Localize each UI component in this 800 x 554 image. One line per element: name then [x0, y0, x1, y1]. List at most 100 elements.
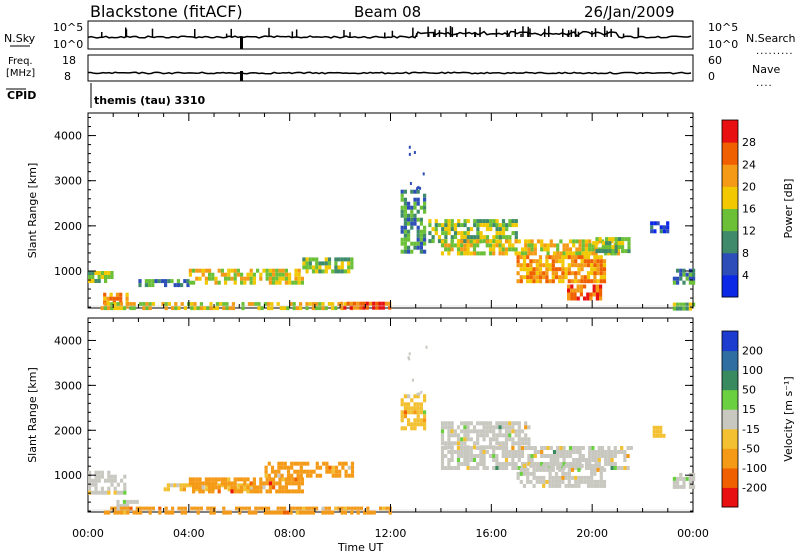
data-cell: [311, 510, 315, 515]
data-cell: [460, 462, 464, 466]
data-cell: [659, 425, 663, 430]
data-cell: [192, 485, 196, 490]
data-cell: [284, 276, 288, 281]
data-cell: [311, 265, 316, 270]
data-cell: [407, 217, 411, 222]
data-cell: [511, 466, 515, 470]
data-cell: [551, 263, 555, 268]
data-cell: [201, 485, 205, 490]
data-cell: [407, 237, 411, 242]
data-cell: [621, 241, 625, 246]
data-cell: [516, 263, 520, 268]
data-cell: [132, 510, 136, 515]
data-cell: [113, 478, 117, 483]
data-cell: [613, 462, 617, 466]
data-cell: [416, 241, 420, 246]
data-cell: [602, 479, 607, 484]
data-cell: [236, 489, 240, 494]
data-cell: [403, 237, 407, 242]
data-cell: [167, 279, 171, 284]
data-cell: [201, 489, 205, 494]
data-cell: [308, 261, 312, 266]
data-cell: [447, 243, 451, 248]
data-cell: [297, 268, 301, 273]
data-cell: [558, 479, 562, 484]
data-cell: [275, 276, 279, 281]
data-cell: [501, 441, 505, 446]
data-cell: [359, 305, 363, 310]
data-cell: [277, 469, 281, 474]
data-cell: [514, 223, 518, 228]
data-cell: [580, 263, 584, 268]
data-cell: [469, 466, 473, 470]
data-cell: [407, 410, 411, 415]
data-cell: [613, 251, 617, 256]
data-cell: [277, 473, 281, 478]
data-cell: [350, 465, 355, 470]
colorbar-swatch: [722, 208, 738, 232]
data-cell: [495, 223, 499, 228]
x-axis-ticks: 00:00 04:00 08:00 12:00 16:00 20:00 00:00: [72, 527, 709, 540]
data-cell: [548, 267, 552, 272]
data-cell: [514, 251, 518, 256]
data-cell: [511, 450, 515, 454]
data-cell: [297, 272, 301, 277]
data-cell: [447, 219, 451, 224]
data-cell: [485, 466, 489, 470]
data-cell: [653, 229, 657, 234]
freq-left-tick-bottom: 8: [64, 70, 71, 83]
data-cell: [176, 279, 180, 284]
data-cell: [568, 454, 573, 458]
data-cell: [337, 506, 341, 511]
data-cell: [265, 272, 269, 277]
data-cell: [453, 429, 457, 434]
data-cell: [514, 462, 518, 466]
data-cell: [416, 189, 420, 194]
data-cell: [217, 280, 221, 285]
data-cell: [299, 510, 303, 515]
data-cell: [450, 425, 454, 430]
data-cell: [564, 275, 568, 280]
data-cell: [350, 461, 355, 466]
data-cell: [217, 485, 221, 490]
data-cell: [545, 479, 549, 484]
data-cell: [552, 251, 557, 256]
data-cell: [527, 251, 531, 256]
data-cell: [231, 302, 235, 307]
data-cell: [545, 263, 549, 268]
data-cell: [482, 458, 486, 462]
data-cell: [584, 239, 589, 244]
data-cell: [558, 463, 562, 468]
data-cell: [466, 231, 470, 236]
data-cell: [419, 410, 423, 415]
data-cell: [444, 247, 448, 252]
data-cell: [403, 197, 407, 202]
data-cell: [278, 481, 282, 486]
data-cell: [97, 470, 101, 475]
data-cell: [469, 429, 473, 434]
colorbar-swatch: [722, 428, 738, 449]
data-cell: [549, 458, 553, 462]
data-cell: [565, 251, 569, 256]
data-cell: [607, 462, 611, 466]
data-cell: [230, 481, 234, 486]
data-cell: [434, 223, 438, 228]
data-cell: [198, 276, 202, 281]
data-cell: [291, 280, 295, 285]
data-cell: [295, 510, 299, 515]
data-cell: [413, 201, 417, 206]
data-cell: [231, 306, 235, 311]
data-cell: [176, 283, 180, 288]
data-cell: [590, 263, 594, 268]
data-cell: [589, 292, 593, 297]
data-cell: [403, 414, 407, 419]
data-cell: [113, 474, 117, 479]
data-cell: [501, 235, 506, 240]
data-cell: [620, 450, 624, 454]
data-cell: [504, 429, 509, 434]
data-cell: [215, 302, 219, 307]
data-cell: [166, 487, 170, 492]
data-cell: [519, 471, 523, 476]
data-cell: [567, 467, 571, 472]
